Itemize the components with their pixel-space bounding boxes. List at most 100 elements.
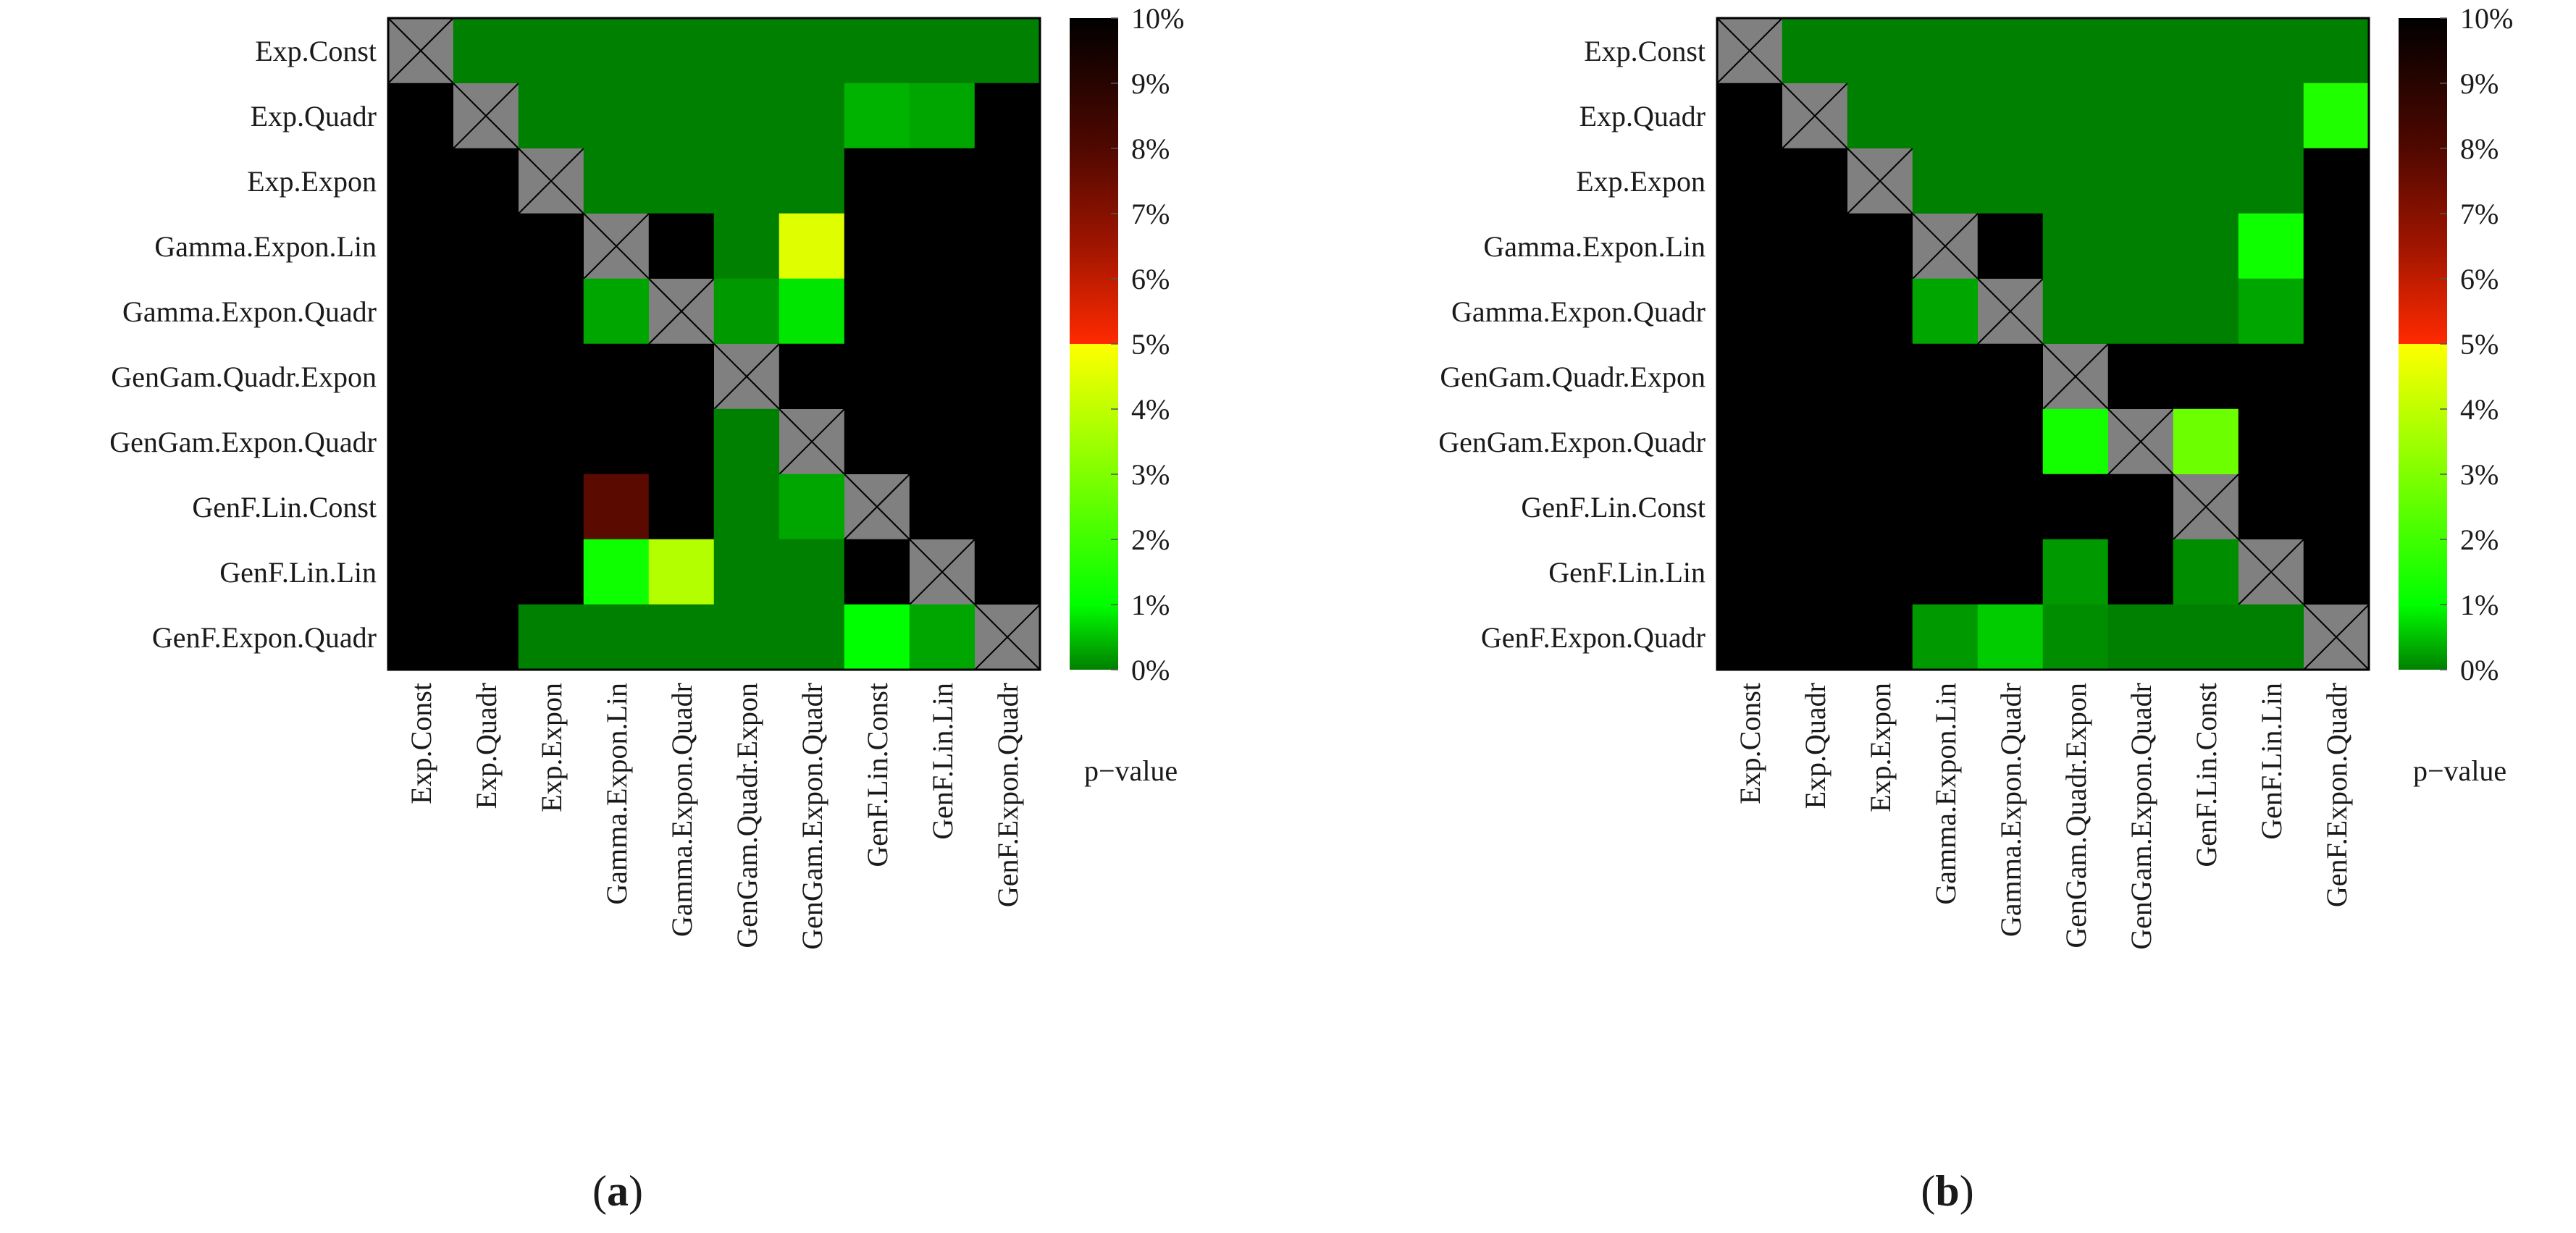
column-label: Exp.Const — [1734, 683, 1766, 804]
row-label: GenF.Lin.Lin — [1548, 556, 1706, 589]
colorbar-tick-label: 7% — [2460, 198, 2499, 230]
diagonal-cross-line — [583, 213, 650, 279]
colorbar-tick-label: 2% — [1131, 523, 1170, 556]
heatmap-cell — [974, 148, 1041, 214]
heatmap-cell — [1847, 278, 1913, 345]
heatmap-cell — [2042, 148, 2109, 214]
colorbar-tick-label: 4% — [1131, 393, 1170, 426]
heatmap-cell — [2042, 604, 2109, 670]
colorbar-title: p−value — [1084, 754, 1178, 787]
heatmap-cell — [844, 604, 910, 670]
heatmap-cell — [844, 148, 910, 214]
heatmap-cell — [779, 343, 845, 410]
colorbar-tick-label: 1% — [2460, 589, 2499, 621]
heatmap-cell — [1912, 148, 1979, 214]
heatmap-cell — [2107, 539, 2174, 605]
heatmap-cell — [1782, 604, 1848, 670]
row-label: Exp.Const — [1584, 35, 1706, 67]
heatmap-cell — [909, 17, 976, 84]
heatmap-cell — [1977, 408, 2044, 475]
heatmap-cell — [1847, 343, 1913, 410]
heatmap-cell — [583, 17, 650, 84]
heatmap-cell — [844, 213, 910, 279]
heatmap-cell — [1716, 539, 1783, 605]
heatmap-cell — [518, 213, 584, 279]
heatmap-cell — [713, 408, 780, 475]
colorbar-tick-label: 9% — [2460, 67, 2499, 100]
heatmap-cell — [713, 474, 780, 540]
diagonal-cross-line — [2303, 604, 2370, 670]
heatmap-cell — [2042, 17, 2109, 84]
heatmap-cell — [779, 278, 845, 345]
row-label: Exp.Expon — [1576, 165, 1706, 198]
heatmap-cell — [1977, 17, 2044, 84]
heatmap-cell — [1912, 17, 1979, 84]
diagonal-cross-line — [1912, 213, 1979, 279]
heatmap-cell — [1912, 474, 1979, 540]
row-label: Exp.Const — [255, 35, 377, 67]
column-label: Exp.Expon — [1864, 683, 1897, 812]
heatmap-cell — [2238, 148, 2304, 214]
colorbar-tick-label: 6% — [1131, 263, 1170, 295]
row-label: GenF.Lin.Lin — [219, 556, 377, 589]
heatmap-cell — [453, 278, 519, 345]
heatmap-cell — [2303, 278, 2370, 345]
column-label: GenGam.Expon.Quadr — [2125, 683, 2157, 950]
heatmap-cell — [974, 83, 1041, 149]
column-label: GenF.Expon.Quadr — [2320, 683, 2353, 907]
heatmap-cell — [844, 343, 910, 410]
colorbar-tick-label: 3% — [2460, 458, 2499, 491]
heatmap-cell — [453, 17, 519, 84]
colorbar-tick-label: 8% — [2460, 132, 2499, 165]
heatmap-cell — [779, 148, 845, 214]
colorbar — [2399, 18, 2447, 670]
heatmap-cell — [974, 17, 1041, 84]
heatmap-cell — [1716, 343, 1783, 410]
colorbar-tick-label: 10% — [1131, 2, 1184, 35]
heatmap-cell — [1847, 17, 1913, 84]
heatmap-cell — [2238, 474, 2304, 540]
heatmap-cell — [909, 604, 976, 670]
heatmap-cell — [518, 343, 584, 410]
heatmap-cell — [2173, 539, 2239, 605]
heatmap-cell — [713, 539, 780, 605]
heatmap-cell — [2303, 17, 2370, 84]
heatmap-cell — [1847, 213, 1913, 279]
heatmap-cell — [1716, 83, 1783, 149]
heatmap-cell — [1912, 539, 1979, 605]
heatmap-cell — [518, 408, 584, 475]
heatmap-cell — [844, 539, 910, 605]
colorbar-tick-label: 6% — [2460, 263, 2499, 295]
heatmap-cell — [387, 83, 454, 149]
column-label: Gamma.Expon.Quadr — [1994, 683, 2027, 937]
heatmap-cell — [2042, 278, 2109, 345]
heatmap-cell — [453, 539, 519, 605]
diagonal-cross-line — [2238, 539, 2304, 605]
colorbar-tick-label: 5% — [2460, 328, 2499, 361]
diagonal-cross-line — [1782, 83, 1848, 149]
heatmap-cell — [387, 408, 454, 475]
heatmap-cell — [648, 83, 715, 149]
heatmap-cell — [2303, 343, 2370, 410]
heatmap-cell — [1977, 604, 2044, 670]
heatmap-cell — [713, 278, 780, 345]
heatmap-cell — [844, 17, 910, 84]
heatmap-cell — [583, 474, 650, 540]
colorbar-tick-label: 0% — [2460, 654, 2499, 686]
heatmap-cell — [909, 343, 976, 410]
heatmap-cell — [2107, 474, 2174, 540]
colorbar-tick-label: 2% — [2460, 523, 2499, 556]
heatmap-cell — [2107, 278, 2174, 345]
heatmap-cell — [1977, 83, 2044, 149]
heatmap-cell — [387, 539, 454, 605]
heatmap-cell — [1782, 343, 1848, 410]
heatmap-cell — [453, 343, 519, 410]
diagonal-cross-line — [2107, 408, 2174, 475]
heatmap-cell — [648, 474, 715, 540]
diagonal-cross-line — [779, 408, 845, 475]
colorbar-tick-label: 8% — [1131, 132, 1170, 165]
column-label: Exp.Quadr — [470, 683, 503, 809]
row-label: Exp.Quadr — [1579, 100, 1706, 132]
heatmap-cell — [779, 539, 845, 605]
heatmap-cell — [2107, 17, 2174, 84]
